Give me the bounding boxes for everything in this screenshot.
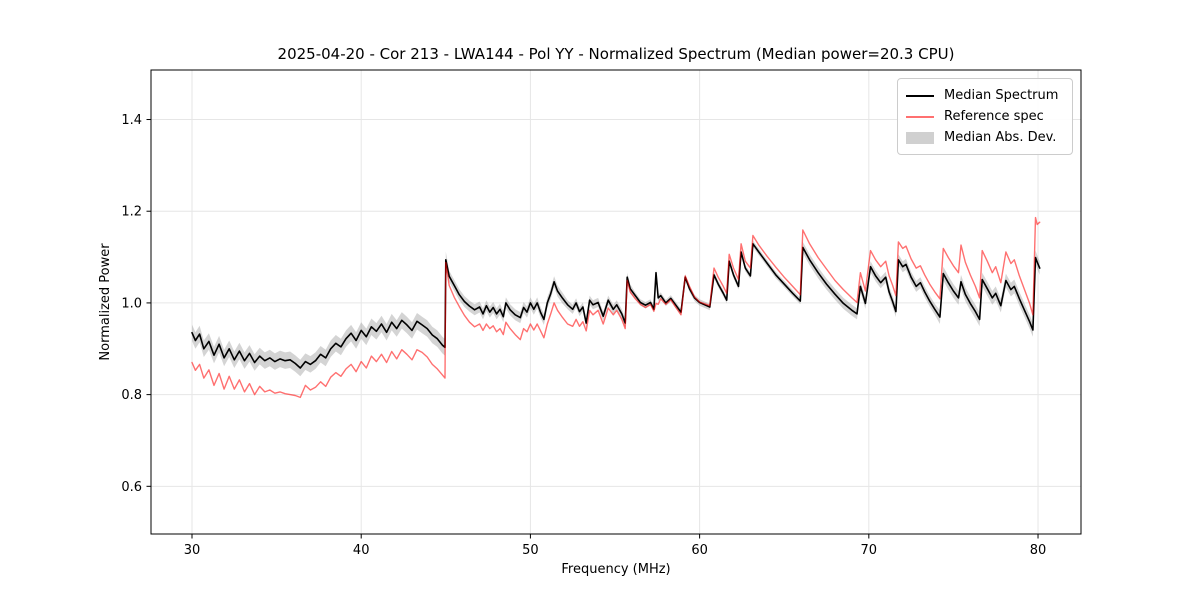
reference-spec-line-swatch bbox=[906, 115, 934, 118]
x-tick-label: 40 bbox=[353, 543, 370, 558]
y-tick-label: 1.0 bbox=[121, 296, 142, 311]
chart-title: 2025-04-20 - Cor 213 - LWA144 - Pol YY -… bbox=[278, 45, 955, 63]
legend-label: Median Spectrum bbox=[944, 88, 1059, 103]
y-tick-label: 0.6 bbox=[121, 480, 142, 495]
data-series bbox=[191, 216, 1041, 399]
axis-ticks: 30 40 50 60 70 80 0.6 0.8 1.0 1.2 1.4 bbox=[121, 113, 1046, 558]
y-tick-label: 0.8 bbox=[121, 388, 142, 403]
y-axis-label: Normalized Power bbox=[98, 243, 113, 361]
legend-item-median-spectrum: Median Spectrum bbox=[906, 85, 1062, 106]
x-tick-label: 30 bbox=[184, 543, 201, 558]
median-abs-dev-patch-swatch bbox=[906, 131, 934, 144]
x-tick-label: 50 bbox=[522, 543, 539, 558]
x-tick-label: 70 bbox=[861, 543, 878, 558]
reference-spec-line bbox=[191, 216, 1041, 399]
y-tick-label: 1.4 bbox=[121, 113, 142, 128]
x-tick-label: 60 bbox=[691, 543, 708, 558]
median-spectrum-line bbox=[191, 243, 1041, 369]
legend-item-median-abs-dev: Median Abs. Dev. bbox=[906, 127, 1062, 148]
legend-label: Median Abs. Dev. bbox=[944, 130, 1057, 145]
mad-band bbox=[192, 240, 1040, 377]
legend-label: Reference spec bbox=[944, 109, 1044, 124]
median-spectrum-line-swatch bbox=[906, 94, 934, 97]
x-tick-label: 80 bbox=[1030, 543, 1047, 558]
legend-item-reference-spec: Reference spec bbox=[906, 106, 1062, 127]
chart-legend: Median Spectrum Reference spec Median Ab… bbox=[897, 78, 1073, 155]
plot-frame bbox=[150, 69, 1082, 535]
y-tick-label: 1.2 bbox=[121, 205, 142, 220]
x-axis-label: Frequency (MHz) bbox=[561, 562, 670, 577]
